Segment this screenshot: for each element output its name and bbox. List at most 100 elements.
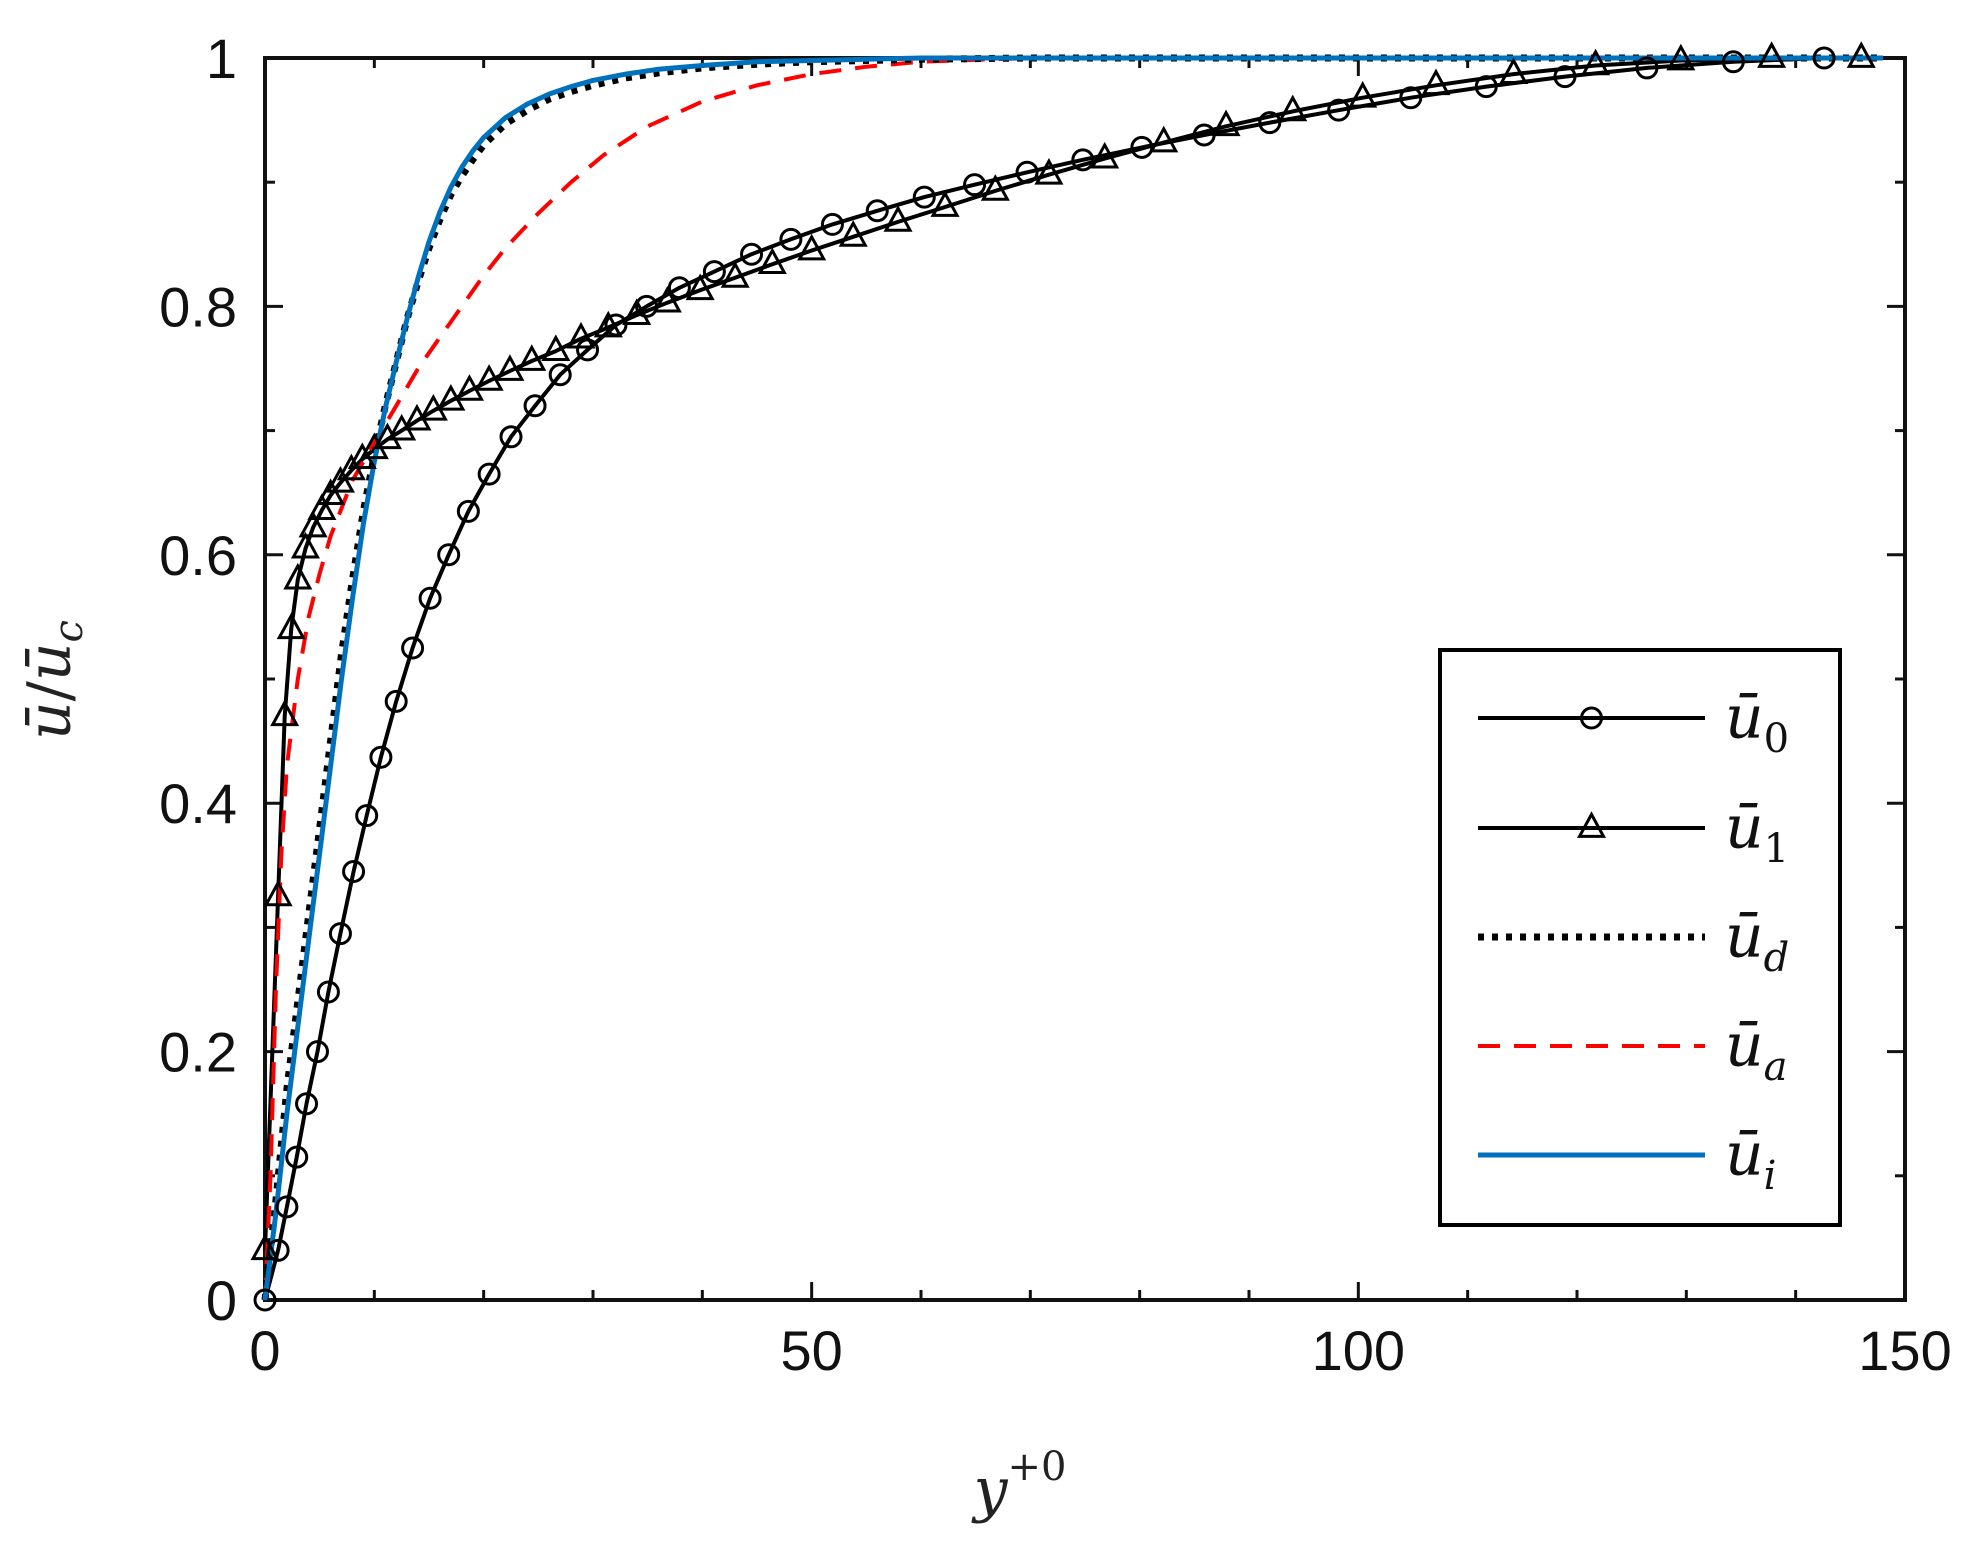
x-axis-label: y+0 <box>971 1444 1067 1525</box>
data-point-ū0 <box>342 860 366 884</box>
y-axis-label-num: ū <box>15 701 85 740</box>
legend-label-ū1: ū1 <box>1725 793 1789 872</box>
y-tick-label: 0.2 <box>159 1021 237 1084</box>
data-point-ū0 <box>456 499 480 523</box>
data-point-ū1 <box>720 261 750 288</box>
data-point-ū0 <box>437 543 461 567</box>
legend-label-ūi: ūi <box>1725 1120 1776 1199</box>
data-point-ū0 <box>912 185 936 209</box>
data-point-ū0 <box>477 462 501 486</box>
data-point-ū1 <box>685 273 715 301</box>
data-point-ū1 <box>474 364 504 391</box>
legend-label-main: ū <box>1725 1120 1764 1190</box>
markers-layer <box>250 41 1876 1312</box>
data-point-ū0 <box>401 636 425 660</box>
data-point-ū1 <box>276 612 306 640</box>
legend-label-main: ū <box>1725 683 1764 753</box>
x-tick-label: 100 <box>1312 1319 1405 1382</box>
legend-label-ū0: ū0 <box>1725 683 1789 762</box>
data-point-ū1 <box>250 1233 280 1261</box>
data-point-ū1 <box>1090 141 1120 169</box>
y-tick-label: 0.4 <box>159 772 237 835</box>
data-point-ū1 <box>883 205 913 232</box>
y-axis-label-den: ū <box>15 642 85 681</box>
x-tick-label: 150 <box>1858 1319 1951 1382</box>
data-point-ū0 <box>548 363 572 387</box>
legend-label-main: ū <box>1725 1011 1764 1081</box>
data-point-ū0 <box>667 276 691 300</box>
data-point-ū0 <box>1258 111 1282 135</box>
data-point-ū0 <box>355 804 379 828</box>
axis-ticks: 0 50 100 150 0 0.2 0.4 0.6 0.8 1 <box>159 27 1952 1382</box>
data-point-ū1 <box>283 562 313 590</box>
legend-box <box>1438 648 1842 1227</box>
data-point-ū1 <box>1499 57 1529 85</box>
data-point-ū0 <box>740 242 764 266</box>
data-point-ū0 <box>266 1238 290 1262</box>
data-point-ū0 <box>369 745 393 769</box>
series-line-ūd <box>261 54 1884 1301</box>
data-point-ū0 <box>1635 56 1659 80</box>
data-point-ū0 <box>499 425 523 449</box>
data-point-ū1 <box>622 298 652 325</box>
data-point-ū0 <box>285 1145 309 1169</box>
legend-label-sub: 1 <box>1764 826 1789 872</box>
data-point-ū0 <box>1474 75 1498 99</box>
x-tick-label: 0 <box>249 1319 280 1382</box>
data-point-ū1 <box>980 174 1010 201</box>
data-point-ū0 <box>1812 46 1836 70</box>
data-point-ū0 <box>820 212 844 236</box>
data-point-ū1 <box>290 531 320 559</box>
y-tick-label: 0 <box>206 1269 237 1332</box>
data-point-ū0 <box>779 227 803 251</box>
data-point-ū1 <box>1846 41 1876 68</box>
data-point-ū1 <box>593 310 623 338</box>
data-point-ū0 <box>253 1288 277 1312</box>
legend-marker-ū1 <box>1576 811 1607 838</box>
data-point-ū0 <box>1015 160 1039 184</box>
y-tick-label: 0.6 <box>159 524 237 587</box>
series-line-ūi <box>262 55 1884 1301</box>
data-point-ū0 <box>305 1040 329 1064</box>
x-axis-label-sup: +0 <box>1007 1444 1066 1490</box>
data-point-ū0 <box>1071 148 1095 172</box>
data-point-ū1 <box>270 699 300 727</box>
legend-label-sub: 0 <box>1764 716 1789 762</box>
data-point-ū1 <box>541 334 571 361</box>
data-point-ū0 <box>702 260 726 284</box>
data-point-ū1 <box>454 374 484 401</box>
data-point-ū0 <box>295 1092 319 1116</box>
data-point-ū0 <box>384 689 408 713</box>
y-tick-label: 1 <box>206 27 237 90</box>
data-point-ū1 <box>930 190 960 217</box>
data-point-ū0 <box>275 1195 299 1219</box>
data-point-ū0 <box>1553 65 1577 89</box>
legend-label-main: ū <box>1725 793 1764 863</box>
legend-label-sub: d <box>1764 935 1790 981</box>
legend-label-ūd: ūd <box>1725 902 1789 981</box>
y-axis-label: ū/ūc <box>15 620 92 740</box>
data-point-ū1 <box>1581 48 1611 76</box>
data-point-ū1 <box>517 344 547 371</box>
data-point-ū0 <box>1327 98 1351 122</box>
data-point-ū1 <box>1149 125 1179 153</box>
data-point-ū1 <box>757 247 787 275</box>
data-point-ū0 <box>328 922 352 946</box>
data-point-ū0 <box>1130 135 1154 159</box>
series-line-ūa <box>263 56 1884 1301</box>
data-point-ū0 <box>1399 86 1423 110</box>
data-point-ū1 <box>495 354 525 381</box>
data-point-ū1 <box>652 285 682 313</box>
legend-label-main: ū <box>1725 902 1764 972</box>
y-axis-label-slash: / <box>15 680 85 701</box>
data-point-ū1 <box>1421 68 1451 96</box>
series-line-ū1 <box>263 56 1862 1251</box>
legend-marker-ū0 <box>1580 706 1603 730</box>
data-point-ū0 <box>1721 50 1745 74</box>
legend-label-sub: i <box>1764 1153 1777 1199</box>
data-point-ū1 <box>838 220 868 247</box>
data-point-ū1 <box>1278 94 1308 122</box>
x-tick-label: 50 <box>781 1319 843 1382</box>
data-point-ū0 <box>963 173 987 197</box>
